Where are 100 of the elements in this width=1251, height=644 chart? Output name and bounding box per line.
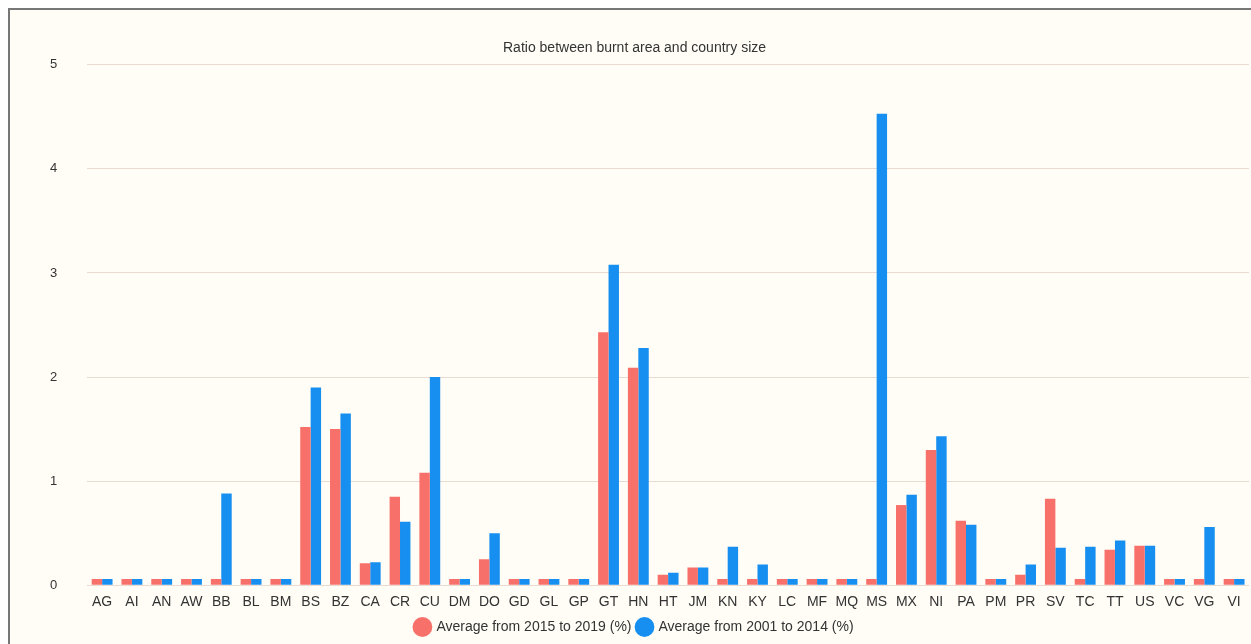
x-tick-label: AG	[92, 593, 113, 610]
bar	[1074, 578, 1086, 585]
bar	[757, 564, 768, 585]
bar	[568, 578, 579, 585]
x-tick-label: BB	[211, 593, 231, 610]
bar	[1055, 547, 1066, 585]
x-tick-label: AW	[180, 593, 204, 610]
x-tick-label: VI	[1227, 593, 1241, 610]
bar	[370, 562, 381, 585]
x-tick-label: HN	[628, 593, 649, 610]
bar	[1193, 578, 1205, 585]
x-tick-label: CU	[419, 593, 440, 610]
legend-label: Average from 2001 to 2014 (%)	[658, 617, 854, 634]
bar	[896, 505, 907, 585]
bar	[727, 546, 739, 585]
bar	[776, 578, 788, 585]
x-tick-label: PM	[985, 593, 1007, 610]
bar	[747, 578, 758, 585]
x-tick-label: US	[1135, 593, 1155, 610]
x-tick-label: BM	[270, 593, 292, 610]
bar	[131, 578, 143, 585]
bar	[548, 578, 560, 585]
x-tick-label: MF	[806, 593, 828, 610]
x-tick-label: MQ	[835, 593, 859, 610]
x-tick-label: HT	[658, 593, 678, 610]
bar	[91, 578, 103, 585]
bar	[478, 559, 490, 585]
x-tick-label: DO	[478, 593, 500, 610]
bar	[191, 578, 202, 585]
bar	[310, 387, 322, 585]
bar	[836, 578, 847, 585]
bar	[181, 578, 192, 585]
bar	[102, 578, 113, 585]
bar	[508, 578, 520, 585]
bar	[330, 429, 341, 585]
x-tick-label: DM	[448, 593, 471, 610]
bar	[359, 563, 371, 585]
x-tick-label: AN	[151, 593, 172, 610]
bar	[429, 377, 441, 585]
bar	[876, 113, 888, 585]
bar	[1174, 578, 1185, 585]
bar	[985, 578, 996, 585]
x-tick-label: GL	[539, 593, 559, 610]
bar	[1223, 578, 1235, 585]
legend-label: Average from 2015 to 2019 (%)	[436, 617, 632, 634]
bar	[578, 578, 590, 585]
bar	[787, 578, 798, 585]
bar	[400, 521, 411, 585]
bar	[151, 578, 162, 585]
bar	[817, 578, 828, 585]
bar	[300, 427, 311, 585]
bar	[489, 533, 500, 585]
bar	[280, 578, 292, 585]
x-tick-label: TT	[1106, 593, 1124, 610]
bar	[1025, 564, 1037, 585]
bar	[925, 449, 937, 585]
bar	[936, 436, 947, 585]
bar	[538, 578, 549, 585]
bar	[459, 578, 471, 585]
bar	[1164, 578, 1175, 585]
y-tick-label: 1	[50, 472, 58, 488]
x-tick-label: AI	[125, 593, 139, 610]
x-tick-label: NI	[929, 593, 944, 610]
bar	[449, 578, 460, 585]
x-tick-label: KY	[748, 593, 768, 610]
bar	[1204, 526, 1215, 585]
x-tick-label: BZ	[331, 593, 350, 610]
bar	[519, 578, 530, 585]
bar	[389, 496, 401, 585]
x-tick-label: MX	[895, 593, 918, 610]
bar	[251, 578, 262, 585]
bar	[340, 413, 351, 585]
bar	[419, 472, 430, 585]
bar	[687, 567, 698, 585]
x-tick-label: GD	[508, 593, 530, 610]
bar	[866, 578, 877, 585]
bar	[121, 578, 132, 585]
bar	[608, 264, 619, 585]
bar	[966, 524, 977, 585]
y-tick-label: 3	[50, 264, 58, 280]
bar	[995, 578, 1007, 585]
bar	[1134, 545, 1145, 585]
bar	[1114, 540, 1126, 585]
y-tick-label: 0	[50, 576, 58, 592]
bar	[806, 578, 818, 585]
bar	[1015, 574, 1026, 585]
x-tick-label: PA	[957, 593, 976, 610]
x-tick-label: GP	[568, 593, 589, 610]
x-tick-label: LC	[778, 593, 797, 610]
chart-title: Ratio between burnt area and country size	[502, 39, 767, 56]
bar	[1144, 545, 1156, 585]
y-tick-label: 4	[50, 160, 58, 176]
x-tick-label: GT	[598, 593, 619, 610]
x-tick-label: CA	[360, 593, 381, 610]
x-tick-label: KN	[717, 593, 738, 610]
x-tick-label: BL	[242, 593, 260, 610]
x-tick-label: JM	[688, 593, 708, 610]
bar	[668, 572, 679, 585]
x-tick-label: VG	[1194, 593, 1215, 610]
y-tick-label: 2	[50, 368, 58, 384]
